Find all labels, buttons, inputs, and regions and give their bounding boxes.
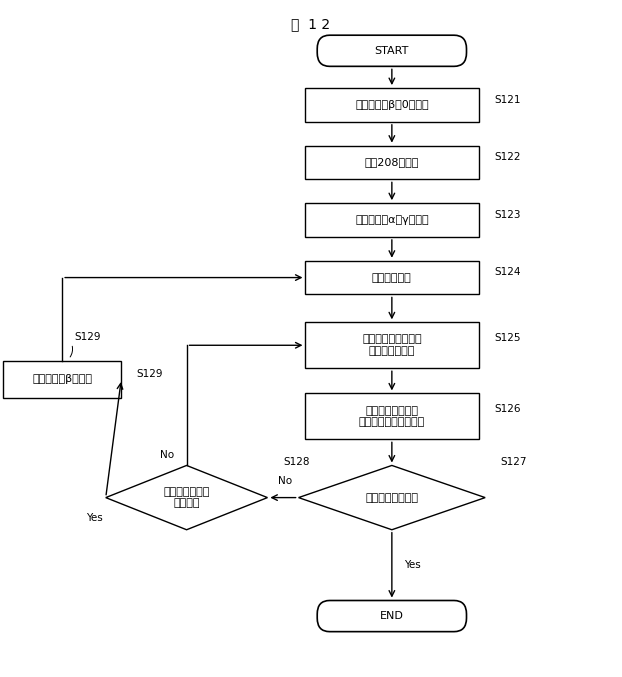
Text: S126: S126 xyxy=(494,404,521,414)
Text: S121: S121 xyxy=(494,95,521,105)
Text: S123: S123 xyxy=(494,210,521,220)
Text: 類似度が阈値以上: 類似度が阈値以上 xyxy=(365,493,419,502)
Text: 三面図を生成: 三面図を生成 xyxy=(372,273,412,282)
Text: 図  1 2: 図 1 2 xyxy=(292,17,330,31)
FancyBboxPatch shape xyxy=(317,35,466,66)
Text: パラメータβを変更: パラメータβを変更 xyxy=(32,374,92,384)
Text: S127: S127 xyxy=(501,457,527,467)
Text: パラメータβを0に設定: パラメータβを0に設定 xyxy=(355,100,429,110)
Text: END: END xyxy=(380,611,404,621)
FancyBboxPatch shape xyxy=(317,600,466,632)
Text: S124: S124 xyxy=(494,267,521,278)
Polygon shape xyxy=(106,466,267,529)
Text: S129: S129 xyxy=(75,332,101,342)
Text: S128: S128 xyxy=(283,457,310,467)
Text: Yes: Yes xyxy=(404,560,421,570)
Text: 三面図をすべて
選択した: 三面図をすべて 選択した xyxy=(164,487,210,508)
Text: Yes: Yes xyxy=(86,513,103,523)
Text: 三面図のうち一つを
変換画像とする: 三面図のうち一つを 変換画像とする xyxy=(362,334,422,356)
Text: No: No xyxy=(278,476,292,485)
Text: 直線208を取得: 直線208を取得 xyxy=(364,158,419,167)
Text: S122: S122 xyxy=(494,152,521,162)
Bar xyxy=(305,88,479,122)
Bar xyxy=(305,393,479,439)
Bar xyxy=(305,203,479,237)
Text: S129: S129 xyxy=(137,368,164,378)
Text: No: No xyxy=(160,450,174,460)
Text: 変換画像と識別器
情報との類似度を計算: 変換画像と識別器 情報との類似度を計算 xyxy=(359,406,425,427)
Bar xyxy=(305,146,479,179)
Bar xyxy=(305,261,479,294)
Polygon shape xyxy=(299,466,485,529)
Bar xyxy=(3,360,121,397)
Text: パラメータα、γを設定: パラメータα、γを設定 xyxy=(355,215,429,225)
Text: S125: S125 xyxy=(494,333,521,343)
Text: START: START xyxy=(374,46,409,56)
Bar xyxy=(305,322,479,368)
